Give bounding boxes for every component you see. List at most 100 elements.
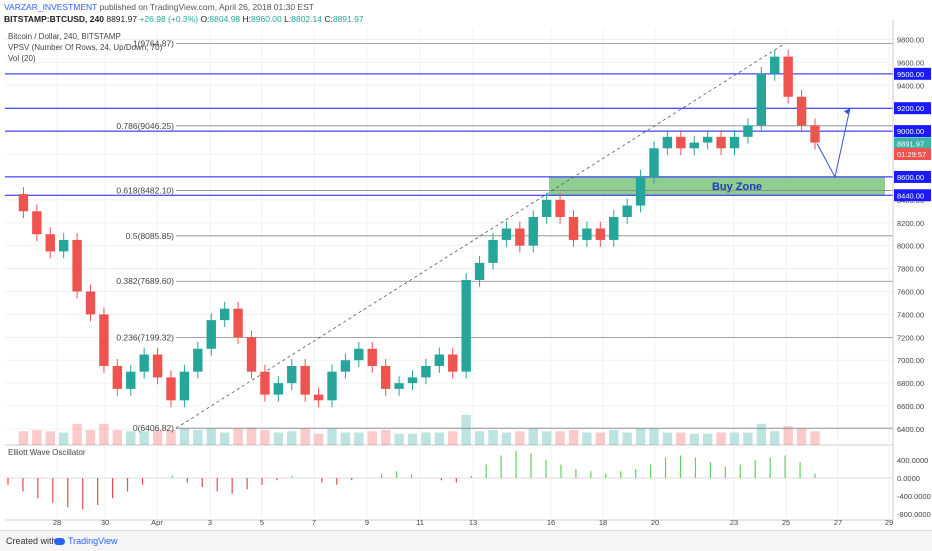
- x-tick-label: 9: [365, 518, 369, 527]
- volume-bar: [327, 428, 337, 445]
- chart-canvas[interactable]: Buy Zone 1(9764.87) 0.786(9046.25) 0.618(8…: [0, 0, 932, 530]
- publish-info: VARZAR_INVESTMENT published on TradingVi…: [4, 2, 314, 12]
- candle-body: [112, 365, 123, 389]
- volume-bar: [126, 431, 136, 445]
- candle-body: [810, 125, 820, 143]
- high-label: H:: [242, 14, 252, 24]
- osc-tick-label: -400.0000: [897, 492, 931, 501]
- candle-body: [407, 377, 418, 384]
- candle-body: [58, 239, 69, 252]
- candle-body: [32, 211, 42, 235]
- candle-body: [770, 56, 780, 74]
- volume-bar: [380, 430, 391, 445]
- fib-label: 0.236(7199.32): [116, 332, 174, 342]
- price-marker-box: [894, 125, 931, 138]
- volume-bar: [662, 432, 673, 445]
- price-marker-label: 8891.97: [897, 139, 924, 148]
- x-tick-label: 28: [53, 518, 61, 527]
- volume-bar: [139, 431, 149, 445]
- candle-body: [595, 228, 606, 240]
- y-tick-label: 6600.00: [897, 402, 924, 411]
- volume-bar: [394, 433, 404, 445]
- candle-body: [367, 348, 377, 366]
- volume-bar: [461, 415, 471, 445]
- candle-body: [461, 280, 471, 372]
- trend-line[interactable]: [175, 43, 786, 429]
- open-value: 8804.98: [209, 14, 241, 24]
- projection-path[interactable]: [816, 108, 851, 179]
- volume-bar: [421, 432, 431, 445]
- open-label: O:: [200, 14, 210, 24]
- volume-bar: [555, 431, 565, 445]
- candle-body: [689, 142, 699, 149]
- price-change: +26.98 (+0.3%): [139, 14, 199, 24]
- price-marker-label: 9000.00: [897, 127, 924, 136]
- x-tick-label: 13: [469, 518, 477, 527]
- volume-bar: [18, 431, 29, 445]
- author-link[interactable]: VARZAR_INVESTMENT: [4, 2, 98, 12]
- candle-body: [287, 365, 297, 384]
- volume-bar: [568, 430, 579, 445]
- volume-bar: [179, 428, 190, 445]
- y-tick-label: 8200.00: [897, 219, 924, 228]
- candle-body: [126, 371, 136, 389]
- price-marker-label: 9200.00: [897, 104, 924, 113]
- candle-body: [528, 217, 538, 246]
- candle-body: [179, 371, 190, 401]
- created-with-text: Created with: [6, 536, 57, 546]
- candle-body: [716, 136, 726, 149]
- volume-bar: [206, 428, 216, 445]
- legend-vol: Vol (20): [8, 54, 36, 63]
- candle-body: [488, 239, 498, 263]
- candle-body: [743, 125, 753, 137]
- x-tick-label: 25: [782, 518, 790, 527]
- x-tick-label: 16: [547, 518, 555, 527]
- close-value: 8891.97: [332, 14, 364, 24]
- candle-body: [555, 199, 565, 218]
- publish-text: published on TradingView.com, April 26, …: [99, 2, 314, 12]
- candle-body: [649, 148, 659, 177]
- candle-body: [219, 308, 230, 321]
- volume-bar: [367, 431, 377, 445]
- y-tick-label: 6800.00: [897, 379, 924, 388]
- volume-bar: [152, 430, 163, 445]
- x-tick-label: Apr: [151, 518, 163, 527]
- y-tick-label: 7200.00: [897, 333, 924, 342]
- volume-bar: [474, 431, 485, 445]
- volume-bar: [260, 430, 270, 445]
- candle-body: [622, 205, 632, 218]
- candle-body: [501, 228, 512, 240]
- price-marker-label: 9500.00: [897, 70, 924, 79]
- fib-retracement[interactable]: 1(9764.87) 0.786(9046.25) 0.618(8482.10) 0.…: [116, 38, 893, 433]
- y-tick-label: 8000.00: [897, 242, 924, 251]
- oscillator-pane: 400.0000 0.0000 -400.0000 -800.0000: [5, 451, 931, 519]
- tradingview-logo[interactable]: TradingView: [54, 536, 118, 546]
- candle-body: [635, 176, 646, 206]
- volume-bar: [622, 432, 632, 445]
- candles: [18, 49, 820, 408]
- candle-body: [541, 199, 552, 218]
- candle-body: [515, 228, 525, 246]
- candle-body: [260, 371, 270, 395]
- volume-bar: [729, 432, 740, 445]
- fib-label: 0(6406.82): [133, 423, 174, 433]
- volume-bar: [501, 432, 512, 445]
- volume-bar: [783, 426, 793, 445]
- candle-body: [246, 337, 257, 372]
- osc-tick-label: 0.0000: [897, 474, 920, 483]
- volume-bar: [716, 432, 726, 445]
- price-axis[interactable]: 6400.00 6600.00 6800.00 7000.00 7200.00 7400.…: [892, 20, 924, 520]
- volume-bar: [702, 433, 713, 445]
- time-axis[interactable]: 28 30 Apr 3 5 7 9 11 13 16 18 20 23 25 27 29: [53, 518, 893, 527]
- fib-label: 0.5(8085.85): [126, 231, 174, 241]
- candle-body: [474, 262, 485, 281]
- y-tick-label: 9400.00: [897, 81, 924, 90]
- price-marker-label: 8600.00: [897, 173, 924, 182]
- x-tick-label: 20: [651, 518, 659, 527]
- chart-legend: Bitcoin / Dollar, 240, BITSTAMP VPSV (Nu…: [8, 32, 163, 457]
- candle-body: [354, 348, 364, 361]
- volume-bar: [770, 431, 780, 445]
- candle-body: [18, 194, 29, 212]
- price-marker-box: [894, 170, 931, 183]
- high-value: 8960.00: [251, 14, 282, 24]
